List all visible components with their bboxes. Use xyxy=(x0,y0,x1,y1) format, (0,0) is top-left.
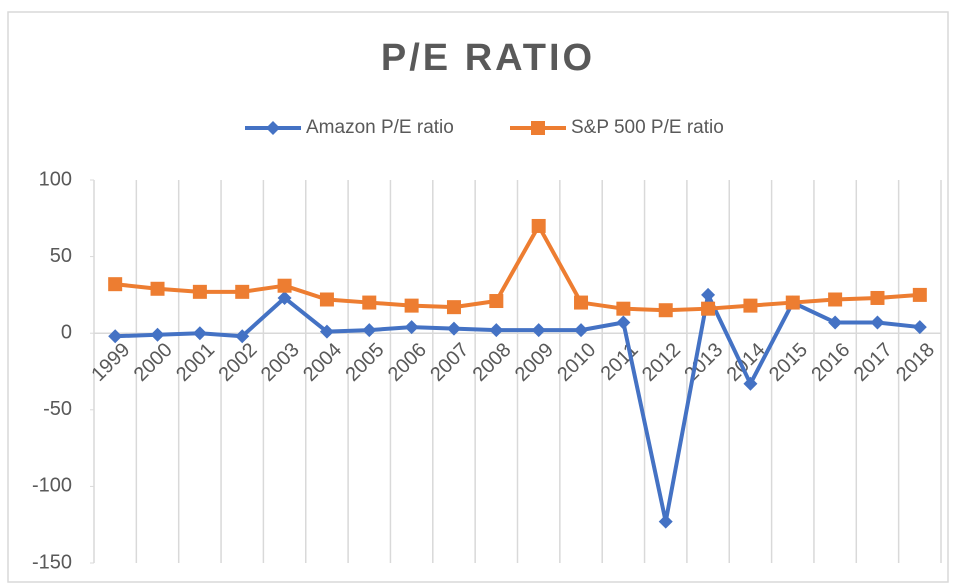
point xyxy=(192,326,207,341)
point xyxy=(489,294,504,309)
point xyxy=(489,323,504,338)
point xyxy=(616,301,631,316)
point xyxy=(531,218,546,233)
point xyxy=(446,300,461,315)
point xyxy=(108,329,123,344)
point xyxy=(362,295,377,310)
point xyxy=(658,514,673,529)
point xyxy=(150,327,165,342)
point xyxy=(235,284,250,299)
point xyxy=(277,278,292,293)
point xyxy=(658,303,673,318)
point xyxy=(574,323,589,338)
point xyxy=(870,290,885,305)
legend-label: Amazon P/E ratio xyxy=(306,117,454,138)
y-tick-label: 50 xyxy=(50,245,72,267)
chart-frame xyxy=(7,11,949,583)
point xyxy=(192,284,207,299)
legend-marker xyxy=(531,121,545,135)
point xyxy=(828,315,843,330)
point xyxy=(701,287,716,302)
y-tick-label: -50 xyxy=(43,398,72,420)
y-tick-label: -150 xyxy=(32,551,72,573)
series-line xyxy=(114,223,920,313)
point xyxy=(277,290,292,305)
y-tick-label: 0 xyxy=(61,321,72,343)
point xyxy=(150,281,165,296)
point xyxy=(912,287,927,302)
point xyxy=(574,295,589,310)
point xyxy=(828,292,843,307)
point xyxy=(701,301,716,316)
point xyxy=(235,329,250,344)
point xyxy=(785,295,800,310)
point xyxy=(743,298,758,313)
point xyxy=(743,376,758,391)
point xyxy=(404,320,419,335)
point xyxy=(362,323,377,338)
point xyxy=(616,315,631,330)
point xyxy=(319,292,334,307)
point xyxy=(870,315,885,330)
chart-title: P/E RATIO xyxy=(381,37,595,79)
series-line xyxy=(115,292,921,524)
point xyxy=(404,298,419,313)
legend-marker xyxy=(266,121,280,135)
point xyxy=(531,323,546,338)
y-tick-label: -100 xyxy=(32,475,72,497)
point xyxy=(319,324,334,339)
point xyxy=(912,320,927,335)
point xyxy=(446,321,461,336)
legend-label: S&P 500 P/E ratio xyxy=(571,117,724,138)
y-tick-label: 100 xyxy=(39,168,72,190)
point xyxy=(108,277,123,292)
